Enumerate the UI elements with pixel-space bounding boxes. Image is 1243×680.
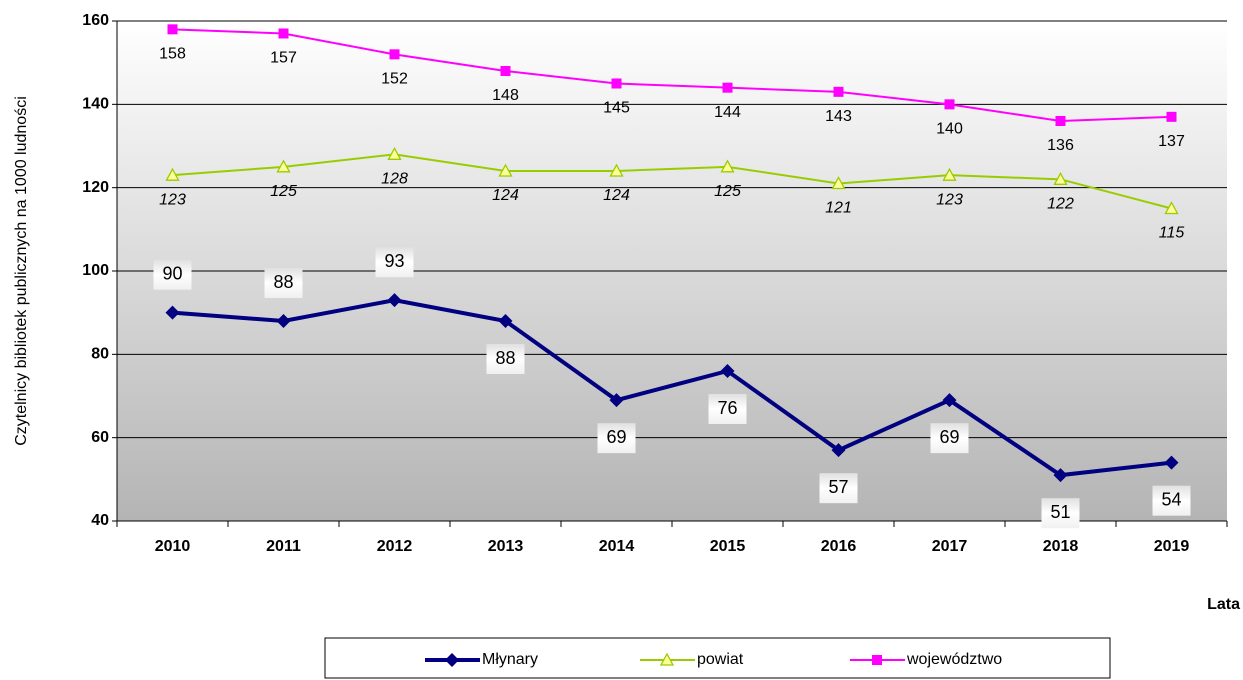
- point: [1055, 116, 1066, 126]
- point: [500, 66, 511, 76]
- data-label: 125: [714, 183, 741, 200]
- data-label: 88: [273, 272, 293, 292]
- data-label: 140: [936, 121, 963, 138]
- x-tick-label: 2019: [1154, 538, 1190, 555]
- x-tick-label: 2016: [821, 538, 857, 555]
- x-tick-label: 2012: [377, 538, 413, 555]
- data-label: 123: [936, 191, 963, 208]
- data-label-box: [153, 259, 192, 290]
- point: [831, 176, 846, 190]
- point: [720, 159, 735, 173]
- y-tick-label: 100: [82, 262, 109, 279]
- x-axis-label: Lata: [1207, 596, 1240, 613]
- point: [1053, 171, 1068, 185]
- point: [831, 443, 846, 458]
- point: [722, 82, 733, 93]
- data-label: 124: [603, 187, 630, 204]
- data-label-box: [264, 268, 303, 298]
- data-label-box: [1152, 485, 1191, 516]
- point: [944, 99, 955, 110]
- legend-label: województwo: [906, 651, 1002, 668]
- data-label: 124: [492, 187, 519, 204]
- data-label-box: [930, 423, 969, 454]
- point: [165, 167, 180, 181]
- point: [720, 364, 735, 378]
- point: [942, 167, 957, 181]
- point: [611, 78, 622, 89]
- point: [1164, 201, 1179, 215]
- legend-marker: [659, 652, 675, 666]
- y-tick-label: 60: [91, 429, 109, 446]
- point: [389, 49, 400, 60]
- x-tick-label: 2010: [155, 538, 191, 555]
- data-label: 57: [828, 477, 848, 497]
- data-label-box: [597, 423, 636, 454]
- data-label: 54: [1161, 489, 1181, 509]
- data-label: 145: [603, 100, 630, 117]
- point: [942, 393, 957, 408]
- data-label: 115: [1159, 225, 1185, 242]
- y-tick-label: 40: [91, 512, 109, 529]
- data-label: 69: [606, 427, 626, 447]
- data-label: 136: [1047, 137, 1074, 154]
- x-tick-label: 2015: [710, 538, 746, 555]
- point: [276, 314, 291, 328]
- series-line: [172, 298, 1172, 478]
- y-tick-label: 80: [91, 346, 109, 363]
- x-tick-label: 2018: [1043, 538, 1079, 555]
- y-tick-label: 120: [82, 179, 109, 196]
- data-label: 93: [384, 251, 404, 271]
- data-label-box: [1041, 498, 1080, 529]
- data-label-box: [486, 344, 525, 374]
- point: [498, 314, 513, 328]
- point: [1166, 111, 1177, 122]
- data-label-box: [708, 394, 747, 424]
- point: [833, 86, 844, 97]
- data-label: 51: [1050, 502, 1070, 522]
- data-label: 88: [495, 348, 515, 368]
- data-label: 137: [1158, 133, 1185, 150]
- point: [167, 24, 178, 35]
- point: [387, 293, 402, 308]
- point: [1053, 468, 1068, 483]
- data-label: 121: [825, 200, 852, 217]
- y-tick-label: 140: [82, 96, 109, 113]
- data-label-box: [375, 247, 414, 278]
- y-tick-label: 160: [82, 12, 109, 29]
- data-label: 128: [381, 171, 408, 188]
- point: [278, 28, 289, 39]
- point: [1164, 455, 1179, 470]
- point: [165, 305, 180, 320]
- x-tick-label: 2011: [266, 538, 301, 555]
- legend-label: powiat: [697, 651, 744, 668]
- data-label-box: [819, 473, 858, 504]
- data-label: 148: [492, 87, 519, 104]
- point: [609, 393, 624, 408]
- legend-marker: [445, 653, 459, 667]
- x-tick-label: 2013: [488, 538, 524, 555]
- data-label: 158: [159, 46, 186, 63]
- data-label: 123: [159, 191, 186, 208]
- series-line: [172, 153, 1172, 210]
- data-label: 143: [825, 108, 852, 125]
- data-label: 125: [270, 183, 297, 200]
- x-tick-label: 2014: [599, 538, 635, 555]
- legend-label: Młynary: [482, 651, 538, 668]
- legend-marker: [872, 655, 882, 665]
- data-label: 157: [270, 50, 297, 67]
- x-tick-label: 2017: [932, 538, 968, 555]
- point: [387, 146, 402, 160]
- series-line: [172, 28, 1172, 123]
- data-label: 144: [714, 104, 741, 121]
- point: [276, 159, 291, 173]
- data-label: 76: [717, 398, 737, 418]
- data-label: 122: [1047, 196, 1074, 213]
- data-label: 90: [162, 263, 182, 283]
- data-label: 152: [381, 71, 408, 88]
- point: [498, 163, 513, 177]
- point: [609, 163, 624, 177]
- y-axis-label: Czytelnicy bibliotek publicznych na 1000…: [13, 96, 30, 446]
- data-label: 69: [939, 427, 959, 447]
